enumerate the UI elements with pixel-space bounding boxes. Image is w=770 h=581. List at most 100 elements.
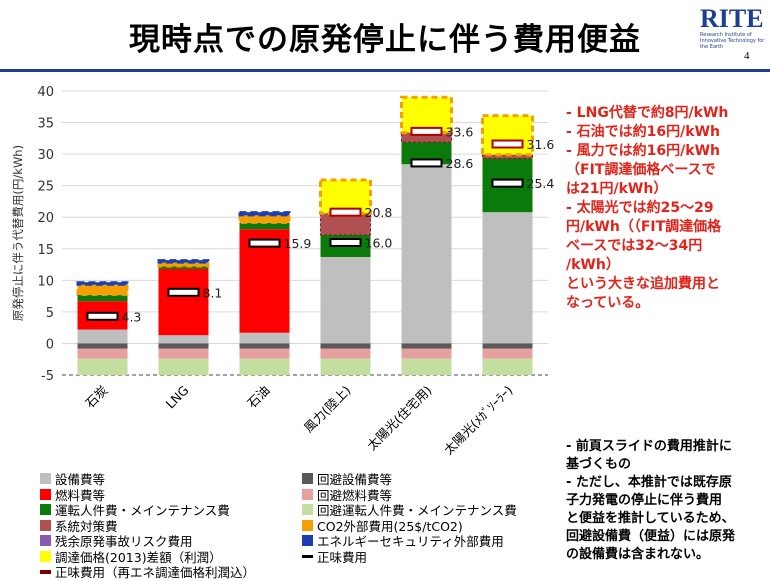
y-tick-label: 20 — [37, 211, 54, 226]
note-line: /kWh） — [566, 257, 620, 273]
net-cost-profit-marker — [491, 139, 524, 149]
y-tick-label: 5 — [46, 306, 54, 321]
bar-segment — [238, 211, 291, 217]
note-line: - 石油では約16円/kWh — [566, 124, 720, 140]
note-line: - 風力では約16円/kWh — [566, 143, 720, 159]
bar-segment — [482, 358, 533, 375]
bar-segment — [76, 283, 129, 296]
x-tick-label: LNG — [163, 383, 192, 412]
legend-item: 調達価格(2013)差額（利潤） — [40, 549, 222, 565]
net-cost-marker — [491, 178, 524, 188]
net-cost-label: 16.0 — [365, 235, 393, 250]
bar-segment — [239, 222, 290, 230]
note-line: 基づくもの — [566, 457, 632, 472]
x-tick-label: 風力(陸上) — [301, 383, 354, 436]
legend-label: 回避燃料費等 — [317, 487, 393, 503]
title-divider — [0, 69, 770, 72]
note-line: 円/kWh（（FIT調達価格 — [566, 219, 722, 235]
legend-item: 設備費等 — [40, 471, 106, 487]
note-line: - 前頁スライドの費用推計に — [566, 439, 732, 454]
net-cost-label: 25.4 — [527, 176, 555, 191]
bar-segment — [401, 343, 452, 349]
bar-segment — [239, 358, 290, 375]
logo-text: RITE — [700, 4, 764, 33]
bar-segment — [77, 329, 128, 344]
bar-segment — [77, 358, 128, 375]
bar-segment — [320, 256, 371, 344]
note-line: - LNG代替で約8円/kWh — [566, 105, 729, 121]
bar-segment — [401, 164, 452, 344]
y-tick-label: 0 — [46, 337, 54, 352]
y-tick-label: 15 — [37, 243, 54, 258]
legend-item: 残余原発事故リスク費用 — [40, 533, 193, 549]
bar-segment — [158, 335, 209, 344]
y-tick-label: 30 — [37, 148, 54, 163]
note-line: は21円/kWh） — [566, 181, 668, 197]
red-notes: - LNG代替で約8円/kWh - 石油では約16円/kWh - 風力では約16円/… — [566, 104, 766, 313]
legend-item: エネルギーセキュリティ外部費用 — [302, 533, 504, 549]
y-axis-label: 原発停止に伴う代替費用(円/kWh) — [11, 145, 25, 321]
legend-label: 系統対策費 — [55, 518, 118, 534]
note-line: なっている。 — [566, 295, 650, 311]
legend-item: 燃料費等 — [40, 487, 106, 503]
note-line: という大きな追加費用と — [566, 276, 720, 292]
net-cost-profit-marker — [329, 207, 362, 217]
net-cost-profit-marker — [410, 126, 443, 136]
bar-segment — [320, 343, 371, 349]
note-line: - 太陽光では約25～29 — [566, 200, 714, 216]
legend-item: 運転人件費・メインテナンス費 — [40, 502, 230, 518]
net-cost-label: 4.3 — [122, 309, 142, 324]
bar-segment — [481, 114, 534, 157]
net-cost-marker — [167, 287, 200, 297]
legend-swatch — [40, 504, 51, 515]
legend-item: CO2外部費用(25$/tCO2) — [302, 518, 463, 534]
bar-segment — [239, 348, 290, 359]
note-line: 回避設備費（便益）には原発 — [566, 529, 736, 544]
net-cost-label: 28.6 — [446, 156, 474, 171]
y-tick-label: -5 — [41, 369, 54, 384]
bar-segment — [157, 259, 210, 264]
bar-segment — [320, 348, 371, 359]
legend-label: 設備費等 — [55, 472, 106, 487]
legend-swatch — [40, 473, 51, 484]
bar-segment — [77, 343, 128, 349]
legend-item: 系統対策費 — [40, 518, 118, 534]
note-line: と便益を推計しているため、 — [566, 511, 735, 526]
bar-segment — [482, 343, 533, 349]
net-cost-marker — [86, 311, 119, 321]
legend-label: 回避設備費等 — [317, 472, 393, 487]
legend-label: CO2外部費用(25$/tCO2) — [317, 518, 463, 534]
bar-segment — [76, 281, 129, 286]
net-cost-marker — [248, 238, 281, 248]
bar-segment — [401, 348, 452, 359]
note-line: （FIT調達価格ベースで — [566, 162, 716, 178]
legend-swatch — [302, 504, 313, 515]
cost-benefit-chart: -5 0 5 10 15 20 25 30 35 40 原発停止に伴う代替費用(円/kWh) 4.3 石… — [11, 85, 555, 458]
legend-swatch — [40, 535, 51, 546]
legend-label: 燃料費等 — [55, 487, 106, 503]
black-notes: - 前頁スライドの費用推計に 基づくもの - ただし、本推計では既存原 子力発電の停止… — [566, 438, 766, 564]
bar-segment — [77, 348, 128, 359]
x-tick-label: 石油 — [244, 383, 272, 411]
bar-segment — [158, 268, 209, 336]
legend-label: 正味費用 — [317, 549, 368, 565]
legend-swatch — [302, 554, 313, 558]
legend-item: 回避設備費等 — [302, 471, 393, 487]
rite-logo: RITE Research Institute of Innovative Te… — [700, 4, 766, 51]
legend-item: 回避燃料費等 — [302, 487, 393, 503]
bar-segment — [158, 348, 209, 359]
legend-swatch — [40, 550, 51, 562]
x-tick-label: 石炭 — [82, 383, 110, 411]
legend-label: 運転人件費・メインテナンス費 — [55, 503, 230, 518]
x-tick-label: 太陽光(ﾒｶﾞｿｰﾗｰ) — [441, 383, 516, 458]
logo-subtitle: Research Institute of Innovative Technol… — [700, 32, 765, 50]
legend-swatch — [302, 488, 313, 500]
legend-swatch — [302, 519, 313, 531]
note-line: の設備費は含まれない。 — [566, 547, 710, 562]
bar-segment — [239, 332, 290, 344]
legend-label: 回避運転人件費・メインテナンス費 — [317, 503, 517, 518]
note-line: - ただし、本推計では既存原 — [566, 475, 732, 490]
x-tick-label: 太陽光(住宅用) — [364, 383, 435, 454]
note-line: ベースでは32～34円 — [566, 238, 703, 254]
bar-segment — [320, 358, 371, 375]
